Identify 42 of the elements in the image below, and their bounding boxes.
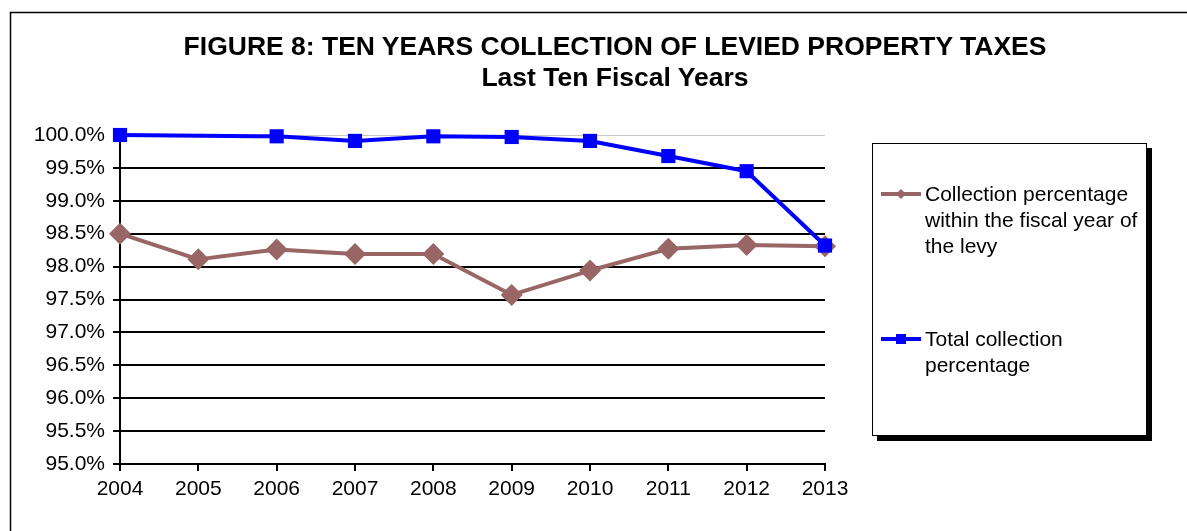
y-tick-label: 96.5% [45, 352, 105, 376]
x-tick-label: 2009 [488, 476, 536, 500]
x-tick-label: 2012 [723, 476, 771, 500]
point [657, 237, 680, 260]
point [347, 133, 363, 148]
point [426, 129, 441, 144]
y-tick-label: 97.5% [45, 286, 105, 310]
point [109, 222, 131, 245]
x-tick-label: 2008 [409, 476, 457, 500]
y-tick-label: 98.5% [45, 220, 105, 244]
legend-label: Collection percentage within the fiscal year of the levy [925, 181, 1139, 259]
point [504, 129, 519, 145]
point [265, 238, 288, 261]
chart-subtitle: Last Ten Fiscal Years [480, 62, 750, 92]
x-tick-label: 2011 [645, 476, 691, 500]
x-tick-label: 2007 [331, 476, 379, 500]
point [187, 248, 210, 271]
y-tick-label: 97.0% [45, 319, 105, 343]
point [735, 233, 758, 256]
y-tick-label: 99.5% [45, 154, 105, 178]
y-tick-label: 99.0% [45, 187, 105, 211]
point [579, 259, 601, 282]
y-tick-label: 96.0% [45, 385, 105, 408]
point [269, 129, 284, 144]
x-tick-label: 2006 [253, 476, 301, 500]
y-tick-label: 100.0% [33, 121, 105, 145]
point [112, 127, 128, 143]
legend-label: Total collection percentage [925, 326, 1064, 378]
point [422, 243, 445, 266]
point [739, 164, 754, 179]
point [344, 243, 366, 266]
point [500, 283, 523, 306]
x-tick-label: 2010 [566, 476, 614, 500]
point [661, 148, 676, 164]
x-tick-label: 2005 [174, 476, 222, 500]
chart-title: FIGURE 8: TEN YEARS COLLECTION OF LEVIED PROPERTY TAXES [182, 31, 1048, 61]
x-tick-label: 2013 [801, 476, 849, 500]
y-tick-label: 95.0% [45, 450, 105, 474]
y-tick-label: 95.5% [45, 417, 105, 441]
y-tick-label: 98.0% [45, 253, 105, 277]
point [582, 133, 598, 148]
x-tick-label: 2004 [96, 476, 144, 500]
